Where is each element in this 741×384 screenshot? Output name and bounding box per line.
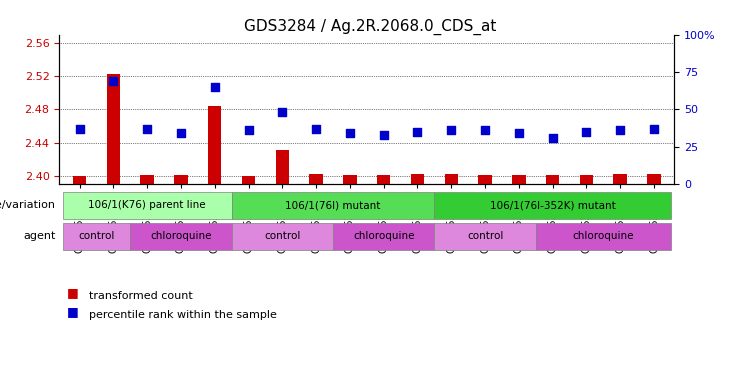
- Bar: [140, 175, 154, 184]
- Point: [107, 78, 119, 84]
- Point: [580, 129, 592, 135]
- Text: chloroquine: chloroquine: [353, 231, 414, 241]
- Bar: [648, 174, 661, 184]
- Text: genotype/variation: genotype/variation: [0, 200, 56, 210]
- Bar: [614, 174, 627, 184]
- Bar: [174, 175, 187, 184]
- Point: [276, 109, 288, 116]
- Point: [445, 127, 457, 134]
- Text: control: control: [467, 231, 503, 241]
- Bar: [478, 175, 492, 184]
- Point: [142, 126, 153, 132]
- Bar: [107, 74, 120, 184]
- Bar: [445, 174, 458, 184]
- Point: [242, 127, 254, 134]
- Text: transformed count: transformed count: [89, 291, 193, 301]
- Point: [479, 127, 491, 134]
- Bar: [242, 176, 256, 184]
- Bar: [579, 175, 594, 184]
- Bar: [512, 175, 525, 184]
- Point: [513, 130, 525, 136]
- Text: 106/1(K76) parent line: 106/1(K76) parent line: [88, 200, 206, 210]
- Text: ■: ■: [67, 305, 79, 318]
- Point: [614, 127, 626, 134]
- Point: [411, 129, 423, 135]
- Point: [547, 135, 559, 141]
- Text: ■: ■: [67, 286, 79, 299]
- Text: chloroquine: chloroquine: [150, 231, 212, 241]
- Bar: [411, 174, 425, 184]
- Text: control: control: [264, 231, 301, 241]
- Bar: [208, 106, 222, 184]
- Point: [175, 130, 187, 136]
- Text: GDS3284 / Ag.2R.2068.0_CDS_at: GDS3284 / Ag.2R.2068.0_CDS_at: [245, 19, 496, 35]
- Point: [344, 130, 356, 136]
- Text: 106/1(76I-352K) mutant: 106/1(76I-352K) mutant: [490, 200, 616, 210]
- Point: [73, 126, 85, 132]
- Text: 106/1(76I) mutant: 106/1(76I) mutant: [285, 200, 381, 210]
- Bar: [309, 174, 323, 184]
- Bar: [276, 150, 289, 184]
- Text: agent: agent: [23, 231, 56, 241]
- Text: control: control: [79, 231, 115, 241]
- Bar: [343, 175, 356, 184]
- Point: [310, 126, 322, 132]
- Bar: [546, 175, 559, 184]
- Bar: [377, 175, 391, 184]
- Bar: [73, 176, 86, 184]
- Point: [378, 132, 390, 138]
- Text: percentile rank within the sample: percentile rank within the sample: [89, 310, 277, 320]
- Point: [648, 126, 660, 132]
- Text: chloroquine: chloroquine: [573, 231, 634, 241]
- Point: [209, 84, 221, 90]
